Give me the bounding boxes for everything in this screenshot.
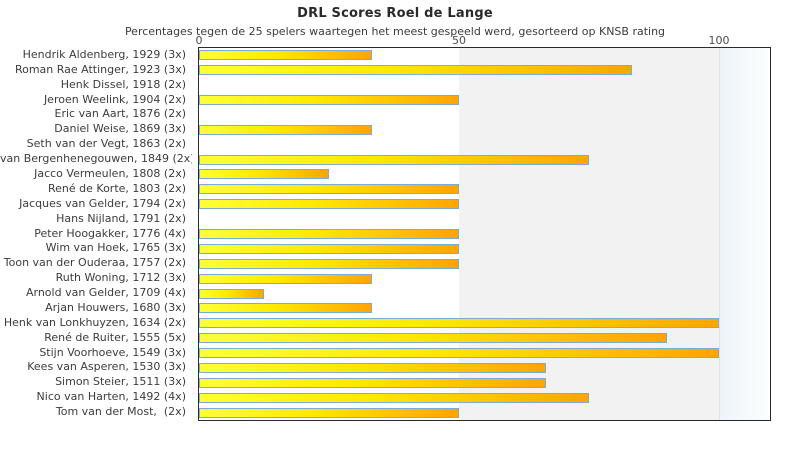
bar [199, 124, 372, 135]
category-label: van Bergenhenegouwen, 1849 (2x) [0, 152, 192, 166]
category-label: Jeroen Weelink, 1904 (2x) [43, 92, 186, 106]
bar [199, 407, 459, 418]
category-label: Eric van Aart, 1876 (2x) [54, 107, 186, 121]
category-label: Nico van Harten, 1492 (4x) [36, 390, 186, 404]
x-axis-tick-label: 100 [708, 34, 730, 47]
category-label: René de Ruiter, 1555 (5x) [44, 330, 186, 344]
category-label: Jacques van Gelder, 1794 (2x) [19, 196, 186, 210]
x-axis-tick-label: 0 [195, 34, 203, 47]
bar [199, 154, 589, 165]
category-label: Hendrik Aldenberg, 1929 (3x) [22, 47, 186, 61]
bar [199, 169, 329, 180]
bar [199, 303, 372, 314]
category-label: Stijn Voorhoeve, 1549 (3x) [39, 345, 186, 359]
category-label: Ruth Woning, 1712 (3x) [55, 271, 186, 285]
x-axis-tick-label: 50 [452, 34, 466, 47]
category-label: Arnold van Gelder, 1709 (4x) [25, 286, 186, 300]
category-label: Peter Hoogakker, 1776 (4x) [34, 226, 186, 240]
bar [199, 258, 459, 269]
category-label: Toon van der Ouderaa, 1757 (2x) [3, 256, 186, 270]
category-label: Henk van Lonkhuyzen, 1634 (2x) [3, 315, 186, 329]
category-label: Wim van Hoek, 1765 (3x) [45, 241, 186, 255]
bar [199, 229, 459, 239]
category-label: Jacco Vermeulen, 1808 (2x) [34, 166, 186, 180]
bar [199, 348, 719, 359]
bar [199, 318, 719, 329]
bar [199, 273, 372, 284]
band-beyond-100 [719, 48, 770, 420]
bar [199, 65, 632, 76]
bar [199, 199, 459, 210]
chart-subtitle: Percentages tegen de 25 spelers waartege… [124, 25, 666, 38]
category-label: Tom van der Most, (2x) [55, 405, 186, 419]
category-label: Hans Nijland, 1791 (2x) [56, 211, 186, 225]
chart-title: DRL Scores Roel de Lange [297, 6, 493, 21]
category-label: Seth van der Vegt, 1863 (2x) [26, 137, 186, 151]
category-label: Arjan Houwers, 1680 (3x) [45, 300, 186, 314]
bar [199, 288, 264, 299]
bar [199, 362, 546, 373]
category-label: Henk Dissel, 1918 (2x) [60, 77, 186, 91]
category-label: Roman Rae Attinger, 1923 (3x) [14, 62, 186, 76]
bar [199, 50, 372, 61]
bar [199, 184, 459, 195]
bar [199, 95, 459, 106]
bar [199, 377, 546, 388]
bar [199, 333, 667, 344]
category-label: René de Korte, 1803 (2x) [48, 181, 186, 195]
plot-area [198, 47, 771, 421]
category-label: Daniel Weise, 1869 (3x) [54, 122, 186, 136]
bar [199, 392, 589, 403]
category-label: Simon Steier, 1511 (3x) [55, 375, 186, 389]
category-label: Kees van Asperen, 1530 (3x) [27, 360, 186, 374]
bar [199, 243, 459, 254]
